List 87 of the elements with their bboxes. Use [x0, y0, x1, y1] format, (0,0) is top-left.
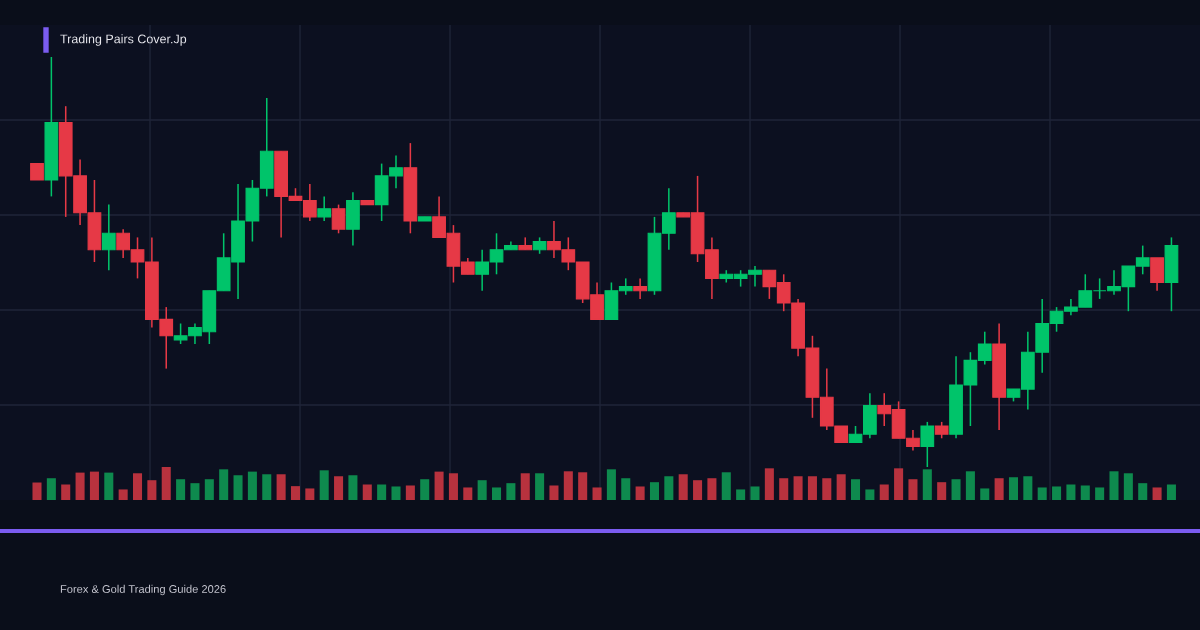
bar — [161, 467, 171, 500]
candlestick — [633, 277, 647, 300]
bar — [592, 487, 602, 500]
bar — [448, 473, 458, 500]
candlestick — [101, 203, 116, 271]
bar — [233, 475, 243, 500]
bar — [894, 468, 904, 500]
bar — [693, 480, 703, 500]
bar — [1080, 485, 1090, 500]
bar — [492, 487, 502, 500]
bar — [1138, 483, 1148, 500]
bar — [46, 478, 56, 500]
bar — [276, 474, 286, 500]
bar — [1023, 476, 1033, 500]
bar — [807, 476, 817, 500]
bar — [290, 486, 300, 500]
bar — [305, 488, 315, 500]
bar — [707, 478, 717, 500]
bar — [520, 473, 530, 500]
bar — [951, 479, 961, 500]
bar — [477, 480, 487, 500]
bar — [190, 483, 200, 500]
chart-title: Trading Pairs Cover.Jp — [60, 34, 187, 46]
bar — [649, 482, 659, 500]
candlestick — [920, 421, 935, 468]
bar — [463, 487, 473, 500]
bar — [994, 478, 1004, 500]
bar — [549, 485, 559, 500]
bar — [1109, 471, 1119, 500]
bar — [908, 479, 918, 500]
bar — [204, 479, 214, 500]
bar — [348, 475, 358, 500]
bar — [1166, 484, 1176, 500]
bar — [965, 471, 975, 500]
bar — [865, 489, 875, 500]
bar — [563, 471, 573, 500]
bar — [506, 483, 516, 500]
bar — [104, 472, 114, 500]
bar — [1066, 484, 1076, 500]
candlestick — [331, 203, 346, 235]
bar — [219, 469, 229, 500]
bar — [750, 486, 760, 500]
bar — [61, 484, 71, 500]
bar — [434, 471, 444, 500]
bar — [535, 473, 545, 500]
bar — [247, 471, 257, 500]
bar — [176, 479, 186, 500]
bar — [836, 474, 846, 500]
bar — [922, 469, 932, 500]
bar — [779, 478, 789, 500]
bar — [1095, 487, 1105, 500]
bar — [822, 478, 832, 500]
bar — [362, 484, 372, 500]
bar — [937, 482, 947, 500]
bar — [793, 476, 803, 500]
bar — [736, 489, 746, 500]
bar — [664, 476, 674, 500]
bar — [89, 471, 99, 500]
bar — [118, 489, 128, 500]
bar — [764, 468, 774, 500]
bar — [578, 472, 588, 500]
bar — [621, 478, 631, 500]
bar — [606, 469, 616, 500]
bar — [377, 484, 387, 500]
bar — [319, 470, 329, 500]
bar — [420, 479, 430, 500]
bar — [879, 484, 889, 500]
bar — [851, 479, 861, 500]
bar — [1037, 487, 1047, 500]
bar — [391, 486, 401, 500]
bar — [721, 472, 731, 500]
bar — [678, 474, 688, 500]
bar — [1123, 473, 1133, 500]
bar — [980, 488, 990, 500]
bar — [334, 476, 344, 500]
bar — [32, 482, 42, 500]
bar — [1008, 477, 1018, 500]
bar — [635, 486, 645, 500]
candlestick — [317, 195, 332, 222]
bar — [147, 480, 157, 500]
bar — [1152, 487, 1162, 500]
text: Forex & Gold Trading Guide 2026 — [60, 584, 226, 596]
bar — [262, 474, 272, 500]
bar — [75, 472, 85, 500]
bar — [405, 485, 415, 500]
bar — [1052, 486, 1062, 500]
bar — [133, 473, 143, 500]
